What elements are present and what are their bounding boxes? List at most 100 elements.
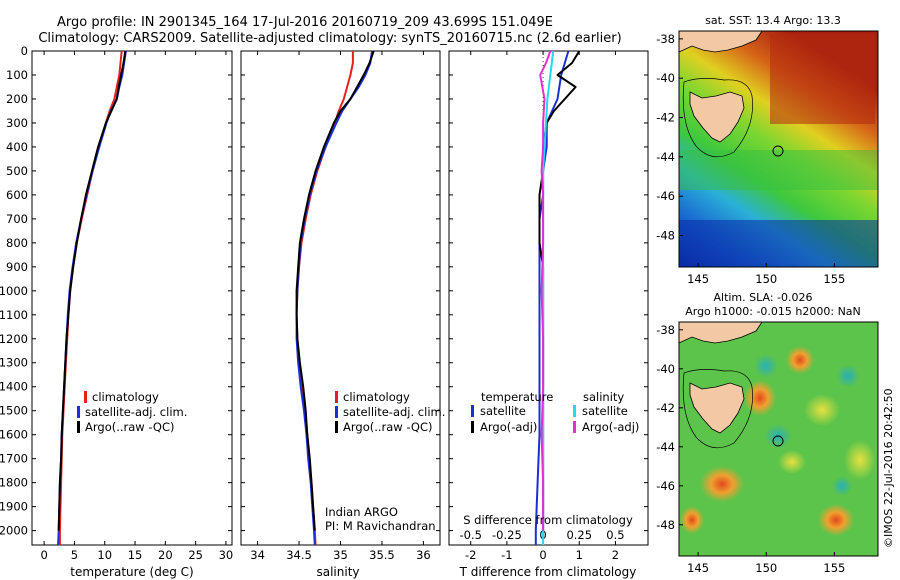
mainland-coast-sla <box>678 321 763 344</box>
legend-swatch-argo <box>335 421 338 433</box>
lat-tick-label: -48 <box>656 518 675 532</box>
x-tick-label: -1 <box>501 548 512 562</box>
depth-tick-label: 600 <box>6 188 28 202</box>
x-tick-label: 15 <box>128 548 143 562</box>
sla-anomaly <box>786 346 814 374</box>
legend-head-salinity: salinity <box>583 390 624 404</box>
credit-stamp: ©IMOS 22-Jul-2016 20:42:50 <box>882 388 895 548</box>
difference-panel-frame <box>448 50 649 546</box>
lat-tick-label: -38 <box>656 323 675 337</box>
depth-tick-label: 200 <box>6 92 28 106</box>
depth-tick-label: 1400 <box>0 380 28 394</box>
series-line-0 <box>295 51 354 546</box>
sst-warm-patch <box>770 34 875 124</box>
lon-tick-label: 155 <box>823 561 845 575</box>
shelf-contour-sst <box>682 78 753 158</box>
lon-tick-label: 150 <box>755 561 777 575</box>
lat-tick-label: -42 <box>656 111 675 125</box>
depth-tick-label: 800 <box>6 236 28 250</box>
lat-tick-label: -48 <box>656 229 675 243</box>
x-tick-label: 36 <box>416 548 431 562</box>
t-difference-axis-label: T difference from climatology <box>459 565 637 579</box>
diff-series-line-3 <box>539 50 552 531</box>
depth-tick-label: 100 <box>6 68 28 82</box>
depth-tick-label: 700 <box>6 212 28 226</box>
s-difference-axis-label: S difference from climatology <box>463 513 633 527</box>
temperature-legend: climatology satellite-adj. clim. Argo(..… <box>77 390 187 434</box>
salinity-axis-label: salinity <box>316 565 359 579</box>
legend-label-s-argo: Argo(-adj) <box>582 420 639 434</box>
sla-anomaly <box>778 450 806 474</box>
legend-swatch-argo <box>77 421 80 433</box>
depth-tick-label: 0 <box>21 44 28 58</box>
tasmania-sst <box>689 91 745 143</box>
salinity-legend: climatology satellite-adj. clim. Argo(..… <box>325 390 445 533</box>
sla-anomaly <box>744 380 776 416</box>
sla-anomaly <box>700 466 744 502</box>
lat-tick-label: -42 <box>656 401 675 415</box>
lat-tick-label: -46 <box>656 479 675 493</box>
sla-anomaly <box>680 506 704 534</box>
sla-anomaly <box>844 440 876 480</box>
legend-label-t-satellite: satellite <box>480 404 526 418</box>
temperature-profile-plot: 0 5 10 15 20 25 30 <box>40 50 234 562</box>
depth-tick-label: 1700 <box>0 452 28 466</box>
legend-swatch-s-satellite <box>573 405 576 417</box>
depth-tick-label: 1500 <box>0 404 28 418</box>
sst-map <box>678 30 879 268</box>
legend-label-argo: Argo(..raw -QC) <box>343 420 433 434</box>
lat-tick-label: -40 <box>656 71 675 85</box>
shelf-contour-sla <box>682 369 753 449</box>
series-line-2 <box>295 50 375 531</box>
sla-map-title-line2: Argo h1000: -0.015 h2000: NaN <box>685 305 861 318</box>
figure-title-line1: Argo profile: IN 2901345_164 17-Jul-2016… <box>57 15 553 30</box>
difference-profile-plot: -2 -1 0 1 2-0.5 -0.25 0 0.25 0.5 <box>459 50 625 562</box>
lon-tick-label: 145 <box>687 272 709 286</box>
lat-tick-label: -40 <box>656 362 675 376</box>
x-tick-label: 35 <box>333 548 348 562</box>
salinity-panel-frame <box>240 50 441 546</box>
difference-legend: temperature salinity satellite Argo(-adj… <box>471 390 639 434</box>
legend-label-satellite-clim: satellite-adj. clim. <box>85 405 187 419</box>
x-tick-label: 34.5 <box>286 548 312 562</box>
sst-map-title: sat. SST: 13.4 Argo: 13.3 <box>705 14 841 27</box>
x-tick-label: 34 <box>250 548 265 562</box>
lat-tick-label: -44 <box>656 440 675 454</box>
diff-series-line-0 <box>534 50 570 545</box>
x-tick-label: 30 <box>219 548 234 562</box>
temperature-panel-frame <box>31 50 233 546</box>
series-line-1 <box>57 50 127 546</box>
sla-anomaly <box>832 476 852 496</box>
legend-label-argo: Argo(..raw -QC) <box>85 420 175 434</box>
x2-tick-label: -0.25 <box>492 528 522 542</box>
x-tick-label: 35.5 <box>369 548 395 562</box>
x-tick-label: 20 <box>158 548 173 562</box>
depth-tick-label: 1000 <box>0 284 28 298</box>
sla-map <box>678 321 879 557</box>
legend-label-satellite-clim: satellite-adj. clim. <box>343 405 445 419</box>
sla-map-title-line1: Altim. SLA: -0.026 <box>713 291 812 304</box>
x-tick-label: 25 <box>188 548 203 562</box>
legend-swatch-satellite-clim <box>335 406 338 418</box>
temperature-axis-label: temperature (deg C) <box>70 565 193 579</box>
legend-label-climatology: climatology <box>92 390 159 404</box>
argo-float-marker-sla <box>772 435 784 447</box>
x-tick-label: 1 <box>576 548 583 562</box>
legend-swatch-s-argo <box>573 421 576 433</box>
pi-note-line2: PI: M Ravichandran <box>325 519 436 533</box>
x2-tick-label: 0.25 <box>566 528 592 542</box>
sla-anomaly <box>754 354 778 378</box>
lat-tick-label: -46 <box>656 189 675 203</box>
diff-series-line-2 <box>542 50 555 545</box>
depth-tick-label: 1800 <box>0 476 28 490</box>
depth-tick-label: 300 <box>6 116 28 130</box>
depth-tick-label: 900 <box>6 260 28 274</box>
sst-green-band <box>679 150 878 190</box>
legend-swatch-t-satellite <box>471 405 474 417</box>
x-tick-label: 5 <box>71 548 78 562</box>
argo-float-marker-sst <box>772 145 784 157</box>
legend-swatch-satellite-clim <box>77 406 80 418</box>
lon-tick-label: 155 <box>823 272 845 286</box>
x-tick-label: 0 <box>40 548 47 562</box>
sla-map-frame <box>678 321 879 557</box>
